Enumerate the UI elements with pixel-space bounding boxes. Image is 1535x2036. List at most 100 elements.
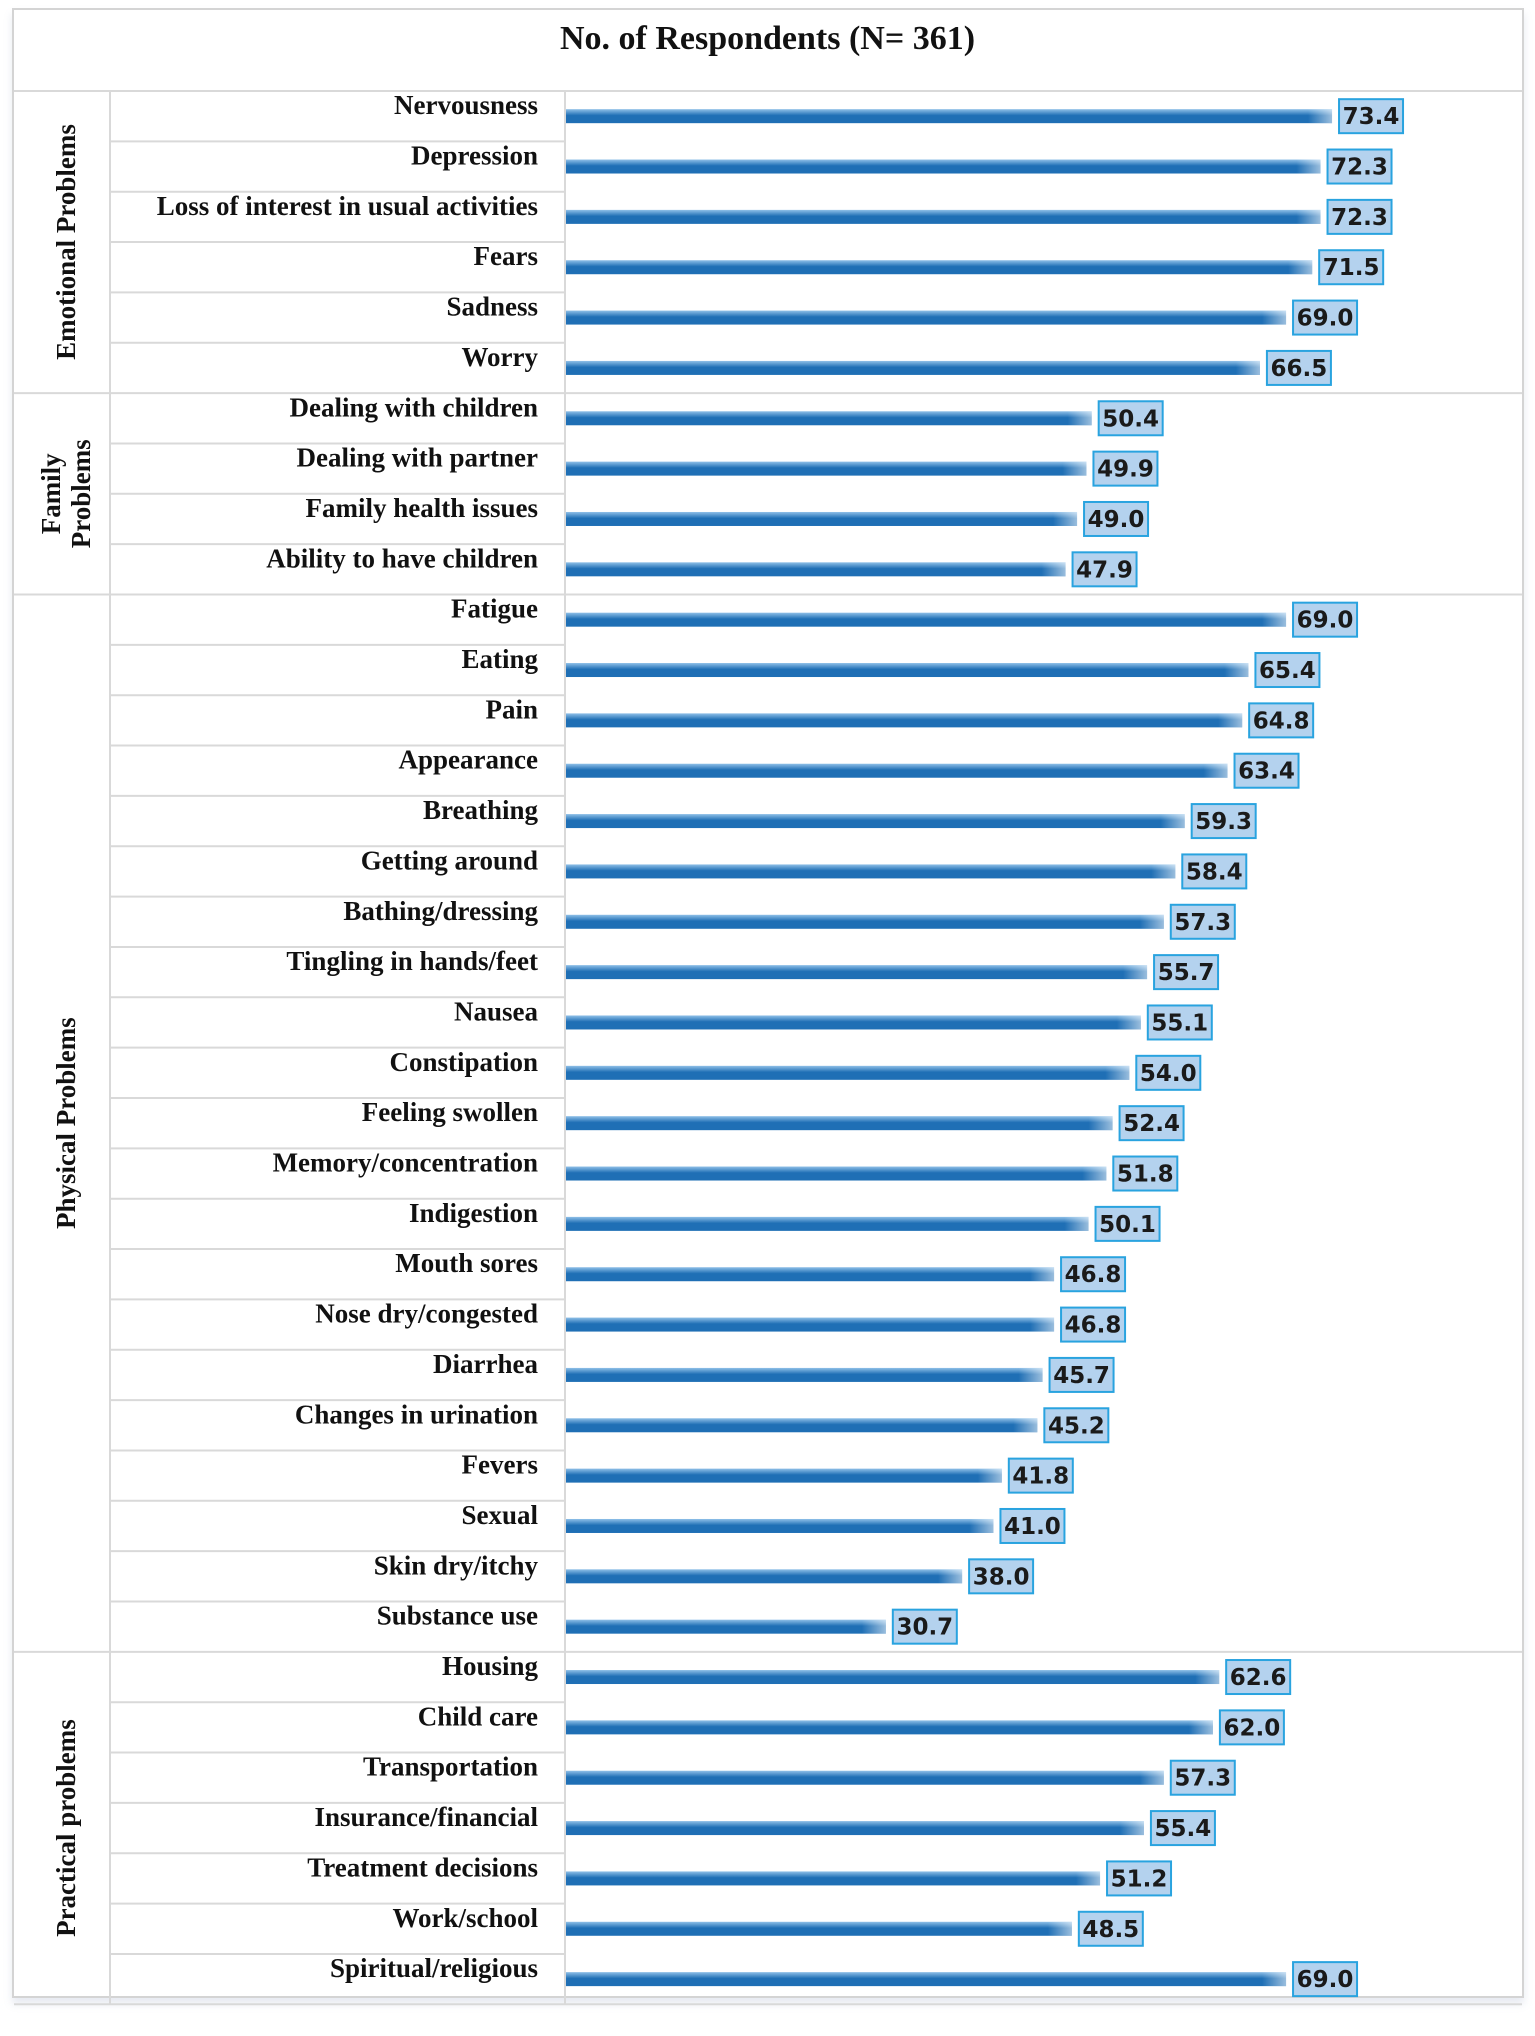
value-label: 59.3 <box>1195 809 1252 835</box>
value-label: 71.5 <box>1323 255 1380 281</box>
value-label-box <box>1225 1659 1292 1696</box>
value-label: 30.7 <box>896 1615 953 1641</box>
bar <box>565 1116 1113 1131</box>
value-label-box <box>1071 551 1138 588</box>
bar-highlight <box>1116 1015 1141 1030</box>
value-label-box <box>1254 652 1321 689</box>
bar-highlight <box>1218 713 1243 728</box>
row-label: Indigestion <box>409 1198 538 1228</box>
row-label: Changes in urination <box>295 1399 538 1429</box>
bar <box>565 1518 994 1533</box>
value-label: 46.8 <box>1065 1262 1122 1288</box>
value-label: 41.8 <box>1012 1464 1069 1490</box>
value-label: 49.0 <box>1088 507 1145 533</box>
bar-highlight <box>1053 511 1078 526</box>
value-label: 55.1 <box>1151 1010 1208 1036</box>
value-label-box <box>1097 400 1164 437</box>
bar-highlight <box>1030 1267 1055 1282</box>
bar-highlight <box>1296 209 1321 224</box>
bar <box>565 511 1078 526</box>
bar-highlight <box>1188 1720 1213 1735</box>
bar-highlight <box>1195 1670 1220 1685</box>
bar-highlight <box>1047 1921 1072 1936</box>
value-label-box <box>1338 98 1405 135</box>
bar <box>565 1065 1130 1080</box>
row-label: Treatment decisions <box>307 1852 538 1882</box>
bar <box>565 914 1164 929</box>
bar <box>565 713 1243 728</box>
bar <box>565 1367 1043 1382</box>
value-label-box <box>1118 1105 1185 1142</box>
bar-highlight <box>1296 159 1321 174</box>
value-label: 69.0 <box>1297 1967 1354 1993</box>
bar <box>565 663 1249 678</box>
value-label-box <box>1094 1205 1161 1242</box>
value-label: 62.6 <box>1230 1665 1287 1691</box>
bar-highlight <box>1123 965 1148 980</box>
bar <box>565 1921 1072 1936</box>
row-label: Getting around <box>361 845 538 875</box>
value-label-box <box>1007 1457 1074 1494</box>
row-label: Fevers <box>462 1450 538 1480</box>
bar-highlight <box>1262 310 1287 325</box>
row-label: Constipation <box>389 1047 538 1077</box>
row-label: Memory/concentration <box>273 1148 538 1178</box>
value-label: 57.3 <box>1174 1766 1231 1792</box>
bar <box>565 1569 963 1584</box>
bar-highlight <box>1082 1166 1107 1181</box>
bar-highlight <box>938 1569 963 1584</box>
row-label: Housing <box>442 1651 539 1681</box>
value-label-box <box>1326 198 1393 235</box>
value-label-box <box>1292 1961 1359 1998</box>
value-label-box <box>1060 1306 1127 1343</box>
row-label: Loss of interest in usual activities <box>157 191 538 221</box>
bar-highlight <box>1062 461 1087 476</box>
value-label-box <box>1043 1407 1110 1444</box>
group-label: Practical problems <box>51 1719 81 1937</box>
value-label: 45.7 <box>1053 1363 1110 1389</box>
value-label: 63.4 <box>1238 759 1295 785</box>
bar <box>565 109 1333 124</box>
value-label-box <box>891 1608 958 1645</box>
bar <box>565 1166 1107 1181</box>
bar <box>565 1267 1055 1282</box>
row-label: Child care <box>418 1701 538 1731</box>
row-label: Fatigue <box>451 594 538 624</box>
value-label: 51.2 <box>1111 1866 1168 1892</box>
row-label: Skin dry/itchy <box>374 1550 539 1580</box>
value-label: 48.5 <box>1082 1917 1139 1943</box>
bar <box>565 1317 1055 1332</box>
value-label-box <box>1092 450 1159 487</box>
bar <box>565 1770 1164 1785</box>
bar-highlight <box>1160 814 1185 829</box>
row-label: Insurance/financial <box>314 1802 538 1832</box>
bar <box>565 1972 1287 1987</box>
value-label: 62.0 <box>1224 1715 1281 1741</box>
value-label: 55.4 <box>1155 1816 1212 1842</box>
value-label-box <box>1146 1004 1213 1041</box>
row-label: Spiritual/religious <box>330 1953 538 1983</box>
bar <box>565 310 1287 325</box>
bar <box>565 612 1287 627</box>
bar-highlight <box>1119 1821 1144 1836</box>
value-label-box <box>1153 954 1220 991</box>
row-label: Family health issues <box>305 493 538 523</box>
value-label-box <box>1169 903 1236 940</box>
value-label-box <box>1060 1256 1127 1293</box>
value-label: 54.0 <box>1140 1061 1197 1087</box>
row-label: Appearance <box>399 745 538 775</box>
value-label-box <box>1218 1709 1285 1746</box>
row-label: Diarrhea <box>433 1349 538 1379</box>
bar <box>565 260 1313 275</box>
value-label: 50.1 <box>1099 1212 1156 1238</box>
bar-highlight <box>1308 109 1333 124</box>
bar <box>565 1670 1220 1685</box>
value-label: 49.9 <box>1097 457 1154 483</box>
value-label-box <box>1318 249 1385 286</box>
value-label: 46.8 <box>1065 1313 1122 1339</box>
bar-highlight <box>1030 1317 1055 1332</box>
row-label: Dealing with children <box>289 392 538 422</box>
bar-highlight <box>969 1518 994 1533</box>
bar <box>565 1821 1144 1836</box>
